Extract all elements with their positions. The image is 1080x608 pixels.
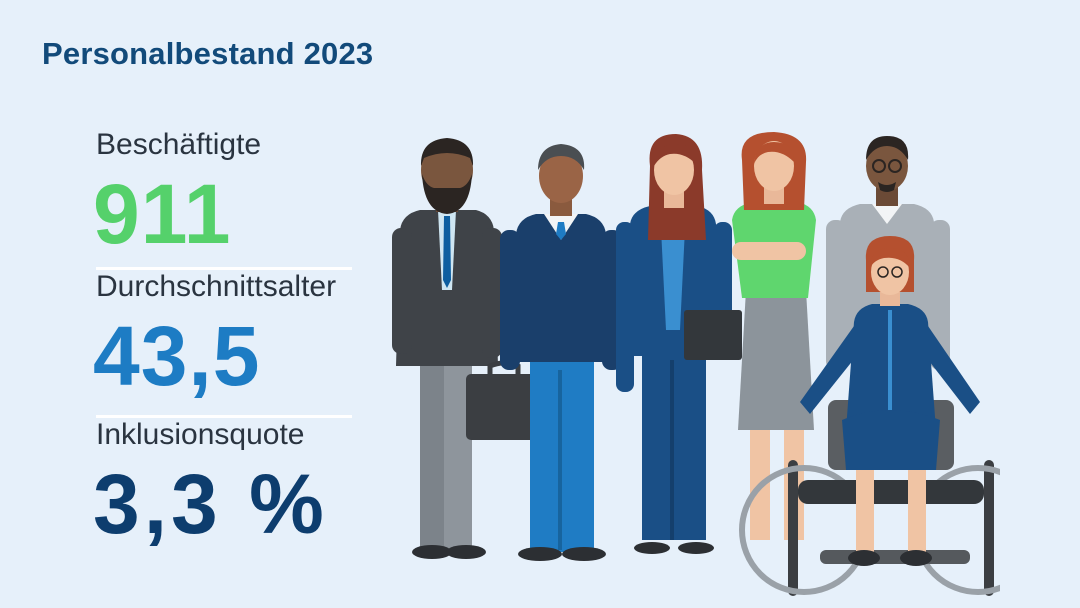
- stats-panel: Beschäftigte 911 Durchschnittsalter 43,5…: [93, 128, 352, 560]
- page-title: Personalbestand 2023: [42, 36, 374, 71]
- stat-average-age: Durchschnittsalter 43,5: [93, 270, 352, 418]
- person-bearded-man-icon: [392, 138, 542, 559]
- person-woman-blazer-icon: [616, 134, 742, 554]
- stat-value: 3,3 %: [93, 457, 328, 551]
- stat-employees: Beschäftigte 911: [93, 128, 352, 270]
- stat-label: Inklusionsquote: [96, 418, 305, 451]
- stat-inclusion-rate: Inklusionsquote 3,3 %: [93, 418, 352, 560]
- divider: [96, 415, 352, 418]
- stat-value: 43,5: [93, 309, 261, 403]
- stat-label: Beschäftigte: [96, 128, 262, 161]
- stat-value: 911: [93, 167, 232, 261]
- divider: [96, 267, 352, 270]
- people-illustration: [392, 132, 1000, 596]
- person-woman-green-icon: [732, 132, 816, 540]
- person-wheelchair-icon: [739, 236, 1000, 596]
- stat-label: Durchschnittsalter: [96, 270, 337, 303]
- person-man-sweater-icon: [500, 144, 622, 561]
